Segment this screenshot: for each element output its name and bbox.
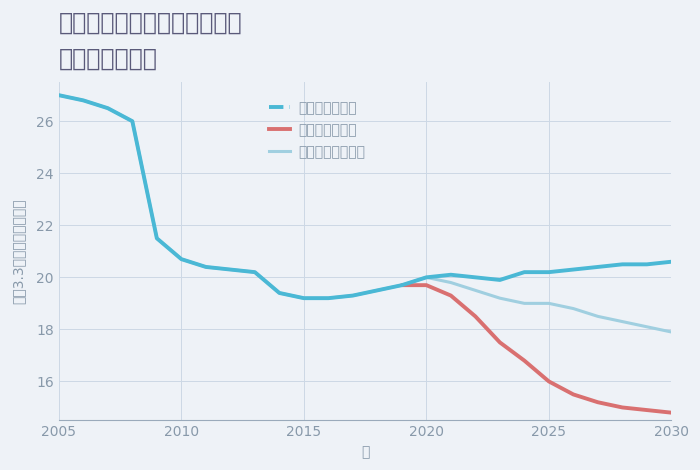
Y-axis label: 坪（3.3㎡）単価（万円）: 坪（3.3㎡）単価（万円）	[11, 198, 25, 304]
X-axis label: 年: 年	[361, 445, 370, 459]
Legend: グッドシナリオ, バッドシナリオ, ノーマルシナリオ: グッドシナリオ, バッドシナリオ, ノーマルシナリオ	[263, 96, 370, 164]
Text: 奈良県奈良市月ヶ瀬桃香野の
土地の価格推移: 奈良県奈良市月ヶ瀬桃香野の 土地の価格推移	[59, 11, 242, 70]
